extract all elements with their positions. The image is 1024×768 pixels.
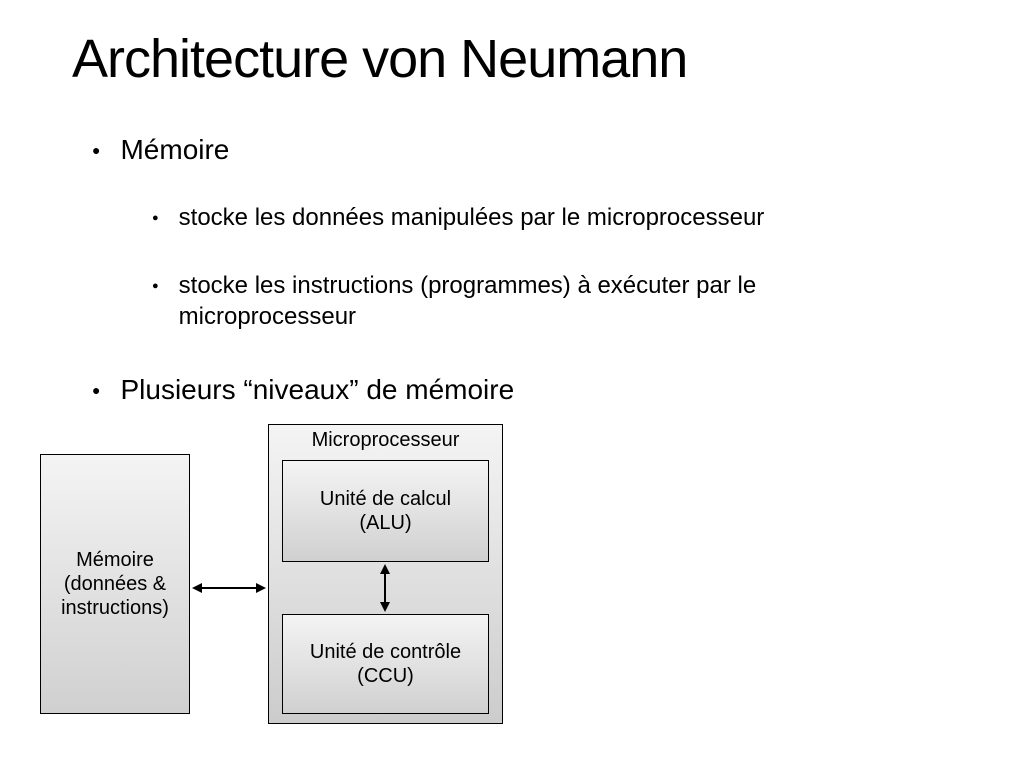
slide-title: Architecture von Neumann bbox=[72, 28, 687, 90]
alu-label-line2: (ALU) bbox=[320, 511, 451, 535]
bullet-dot-icon: ● bbox=[152, 280, 159, 292]
ccu-label-line1: Unité de contrôle bbox=[310, 640, 461, 664]
microprocessor-label: Microprocesseur bbox=[312, 429, 460, 452]
bullet-niveaux: ● Plusieurs “niveaux” de mémoire bbox=[92, 372, 514, 408]
bullet-memoire: ● Mémoire bbox=[92, 132, 229, 168]
bullet-text: Mémoire bbox=[120, 132, 229, 168]
memory-box: Mémoire (données & instructions) bbox=[40, 454, 190, 714]
bullet-dot-icon: ● bbox=[92, 382, 100, 398]
bullet-dot-icon: ● bbox=[152, 212, 159, 224]
ccu-box: Unité de contrôle (CCU) bbox=[282, 614, 489, 714]
bullet-dot-icon: ● bbox=[92, 142, 100, 158]
alu-label-line1: Unité de calcul bbox=[320, 487, 451, 511]
ccu-label-line2: (CCU) bbox=[310, 664, 461, 688]
bidirectional-arrow-horizontal-icon bbox=[192, 582, 266, 594]
bullet-text: stocke les données manipulées par le mic… bbox=[179, 202, 765, 233]
bullet-stocke-donnees: ● stocke les données manipulées par le m… bbox=[152, 202, 764, 233]
bullet-text: stocke les instructions (programmes) à e… bbox=[179, 270, 922, 332]
memory-label-line3: instructions) bbox=[61, 596, 169, 620]
von-neumann-diagram: Mémoire (données & instructions) Micropr… bbox=[40, 424, 620, 744]
memory-label-line2: (données & bbox=[64, 572, 166, 596]
bidirectional-arrow-vertical-icon bbox=[379, 564, 391, 612]
alu-box: Unité de calcul (ALU) bbox=[282, 460, 489, 562]
bullet-text: Plusieurs “niveaux” de mémoire bbox=[120, 372, 514, 408]
memory-label-line1: Mémoire bbox=[76, 548, 154, 572]
bullet-stocke-instructions: ● stocke les instructions (programmes) à… bbox=[152, 270, 922, 332]
